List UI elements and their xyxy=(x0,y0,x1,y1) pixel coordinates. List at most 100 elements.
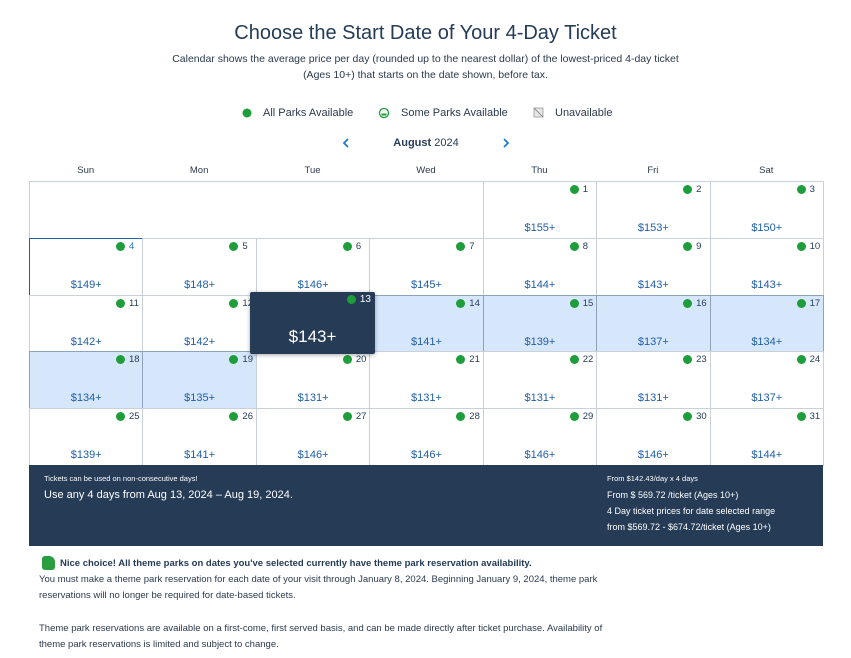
day-cell[interactable]: 9 $143+ xyxy=(596,237,711,296)
availability-dot xyxy=(229,355,239,365)
selected-day[interactable]: 13 $143+ xyxy=(249,291,376,355)
notice-text: You must make a theme park reservation f… xyxy=(39,574,598,585)
day-price: $146+ xyxy=(524,449,556,462)
weekday: Sat xyxy=(759,165,774,176)
day-number: 12 xyxy=(242,297,253,309)
availability-dot xyxy=(683,298,693,308)
day-price: $146+ xyxy=(297,278,329,291)
day-price: $137+ xyxy=(637,335,669,348)
day-cell[interactable]: 26 $141+ xyxy=(142,408,257,466)
day-cell[interactable]: 27 $146+ xyxy=(255,408,371,466)
day-cell[interactable]: 19 $135+ xyxy=(142,351,257,410)
availability-dot xyxy=(683,185,693,194)
summary-range: Use any 4 days from Aug 13, 2024 – Aug 1… xyxy=(44,489,293,501)
day-number: 6 xyxy=(355,240,362,252)
day-cell[interactable]: 15 $139+ xyxy=(482,294,598,353)
day-price: $146+ xyxy=(297,449,329,462)
day-cell[interactable]: 4 $149+ xyxy=(29,237,144,296)
day-cell[interactable]: 1 $155+ xyxy=(482,181,598,239)
day-price: $131+ xyxy=(297,392,329,405)
availability-dot xyxy=(456,298,466,308)
summary-per-day: From $142.43/day x 4 days xyxy=(607,474,698,483)
day-number: 1 xyxy=(582,184,588,195)
day-number: 17 xyxy=(809,297,821,309)
day-number: 27 xyxy=(355,411,367,423)
day-price: $142+ xyxy=(70,335,102,348)
day-number: 7 xyxy=(469,240,475,252)
day-cell[interactable]: 2 $153+ xyxy=(596,181,711,239)
day-cell[interactable]: 24 $137+ xyxy=(709,351,824,410)
day-cell[interactable]: 12 $142+ xyxy=(142,294,257,353)
day-cell[interactable]: 20 $131+ xyxy=(255,351,371,410)
prev-month[interactable] xyxy=(342,138,349,148)
summary-panel: Tickets can be used on non-consecutive d… xyxy=(29,465,823,546)
day-number: 18 xyxy=(129,354,140,366)
day-cell[interactable]: 28 $146+ xyxy=(369,408,484,466)
summary-range-label: 4 Day ticket prices for date selected ra… xyxy=(607,506,776,516)
day-cell[interactable]: 8 $144+ xyxy=(482,237,598,296)
title: Choose the Start Date of Your 4-Day Tick… xyxy=(234,22,617,44)
day-cell[interactable]: 22 $131+ xyxy=(482,351,598,410)
day-cell[interactable]: 14 $141+ xyxy=(369,294,484,353)
day-cell[interactable]: 25 $139+ xyxy=(29,408,144,466)
availability-dot xyxy=(683,355,693,365)
weekday: Tue xyxy=(304,165,321,176)
day-number: 19 xyxy=(242,354,253,366)
month-name: August xyxy=(393,137,432,149)
day-price: $137+ xyxy=(751,392,783,405)
day-cell[interactable]: 29 $146+ xyxy=(482,408,598,466)
day-price: $142+ xyxy=(184,335,216,348)
day-price: $141+ xyxy=(411,335,442,348)
day-number: 30 xyxy=(696,411,707,423)
day-price: $131+ xyxy=(411,392,442,405)
legend-dot-all xyxy=(242,108,252,118)
availability-dot xyxy=(229,241,239,251)
day-cell[interactable]: 6 $146+ xyxy=(255,237,371,296)
availability-dot xyxy=(456,412,466,422)
day-price: $143+ xyxy=(751,278,783,291)
availability-dot xyxy=(796,185,806,194)
availability-dot xyxy=(229,298,239,308)
availability-dot xyxy=(569,185,579,194)
day-cell[interactable]: 5 $148+ xyxy=(142,237,257,296)
legend-unavailable-stripe xyxy=(533,107,544,118)
next-month[interactable] xyxy=(503,138,510,148)
availability-dot xyxy=(796,241,806,251)
day-cell[interactable]: 7 $145+ xyxy=(369,237,484,296)
day-cell[interactable]: 3 $150+ xyxy=(709,181,824,239)
day-cell[interactable]: 23 $131+ xyxy=(596,351,711,410)
availability-dot xyxy=(346,294,356,304)
availability-dot xyxy=(683,412,693,422)
day-cell[interactable]: 17 $134+ xyxy=(709,294,824,353)
day-cell[interactable]: 10 $143+ xyxy=(709,237,824,296)
weekday: Fri xyxy=(647,165,659,176)
day-number: 11 xyxy=(129,297,139,309)
day-cell[interactable]: 11 $142+ xyxy=(29,294,144,353)
day-number: 28 xyxy=(469,411,480,423)
day-number: 10 xyxy=(809,240,821,252)
day-cell[interactable]: 21 $131+ xyxy=(369,351,484,410)
day-price: $131+ xyxy=(524,392,556,405)
day-number: 13 xyxy=(359,293,371,305)
month-label: August 2024 xyxy=(326,137,526,149)
day-number: 8 xyxy=(582,240,588,252)
day-number: 29 xyxy=(582,411,594,423)
day-price: $135+ xyxy=(184,392,216,405)
availability-dot xyxy=(342,241,352,251)
day-number: 24 xyxy=(809,354,821,366)
availability-dot xyxy=(342,355,352,365)
weekday: Mon xyxy=(189,165,209,176)
day-price: $153+ xyxy=(637,222,669,234)
day-cell[interactable]: 31 $144+ xyxy=(709,408,824,466)
notice-text: theme park reservations is limited and s… xyxy=(39,639,279,650)
availability-dot xyxy=(116,298,125,308)
day-price: $144+ xyxy=(524,278,556,291)
day-cell[interactable]: 18 $134+ xyxy=(29,351,144,410)
availability-dot xyxy=(683,241,693,251)
day-cell[interactable]: 16 $137+ xyxy=(596,294,711,353)
day-price: $139+ xyxy=(70,449,102,462)
notice-headline: Nice choice! All theme parks on dates yo… xyxy=(60,558,532,569)
day-cell[interactable]: 30 $146+ xyxy=(596,408,711,466)
availability-dot xyxy=(116,241,125,251)
empty-cell xyxy=(29,181,484,239)
